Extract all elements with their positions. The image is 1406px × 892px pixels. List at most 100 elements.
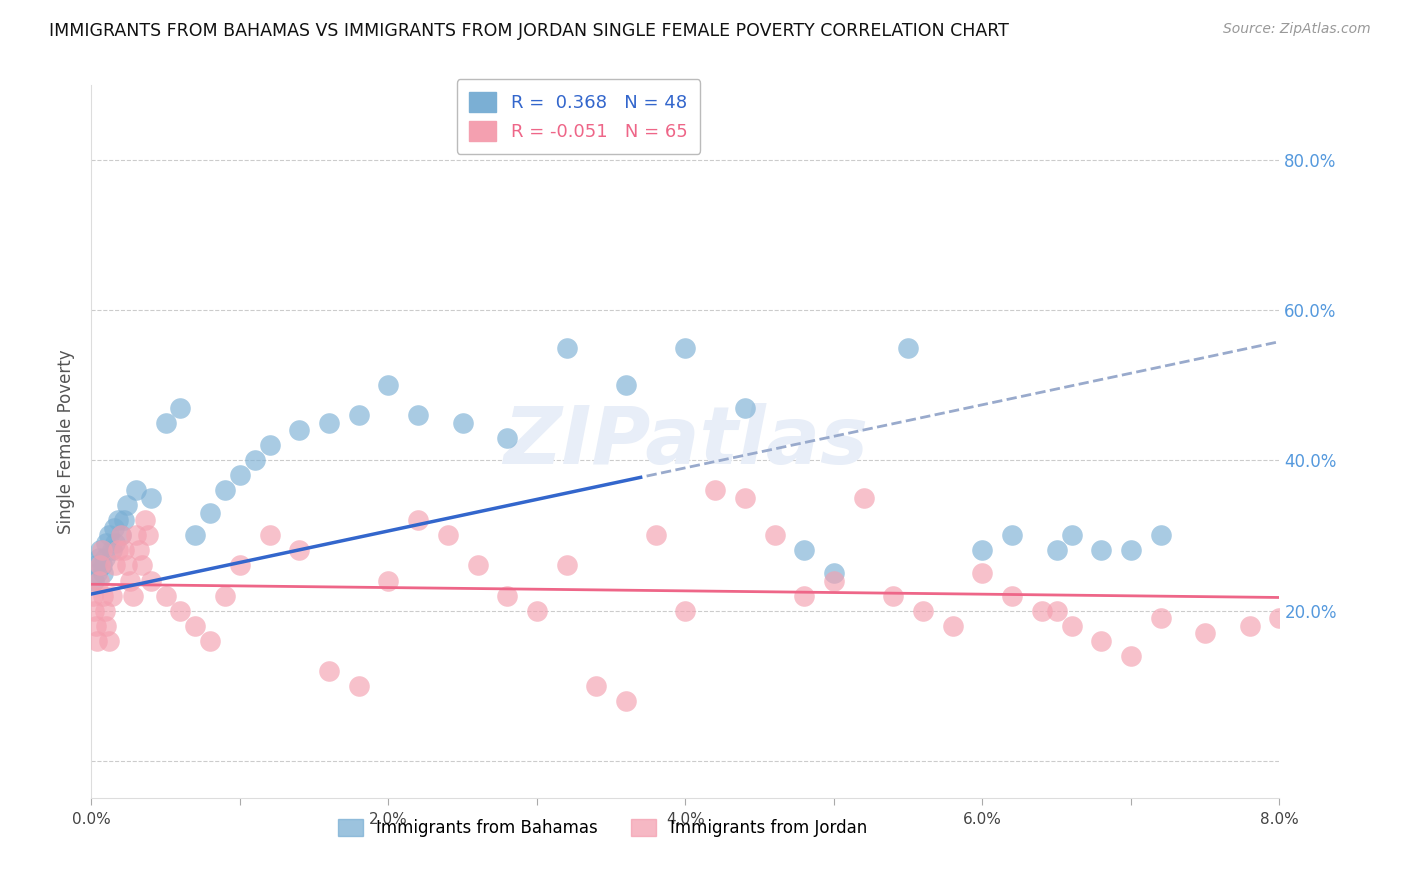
Point: [467, 558, 489, 573]
Point: [90, 543, 112, 558]
Point: [82, 589, 104, 603]
Point: [1060, 618, 1083, 632]
Point: [90, 558, 112, 573]
Point: [1031, 603, 1053, 617]
Point: [259, 438, 281, 452]
Point: [852, 491, 875, 505]
Point: [112, 513, 135, 527]
Point: [496, 431, 519, 445]
Point: [96, 618, 118, 632]
Point: [972, 543, 994, 558]
Point: [136, 528, 159, 542]
Point: [229, 558, 252, 573]
Point: [555, 558, 578, 573]
Point: [96, 536, 118, 550]
Point: [104, 536, 127, 550]
Point: [83, 603, 105, 617]
Point: [793, 543, 815, 558]
Point: [200, 633, 222, 648]
Point: [103, 521, 125, 535]
Point: [101, 543, 124, 558]
Point: [139, 491, 162, 505]
Point: [377, 574, 399, 588]
Point: [1149, 528, 1171, 542]
Point: [1149, 611, 1171, 625]
Point: [89, 558, 111, 573]
Point: [911, 603, 934, 617]
Point: [86, 566, 108, 580]
Point: [1046, 543, 1069, 558]
Point: [734, 401, 756, 415]
Point: [763, 528, 786, 542]
Point: [288, 543, 311, 558]
Point: [823, 574, 845, 588]
Point: [436, 528, 458, 542]
Point: [243, 453, 266, 467]
Point: [1119, 543, 1142, 558]
Point: [1239, 618, 1261, 632]
Point: [184, 528, 207, 542]
Point: [87, 574, 110, 588]
Point: [526, 603, 548, 617]
Point: [1060, 528, 1083, 542]
Point: [318, 416, 340, 430]
Point: [125, 483, 148, 498]
Point: [200, 506, 222, 520]
Point: [98, 528, 121, 542]
Point: [101, 589, 124, 603]
Point: [823, 566, 845, 580]
Point: [110, 528, 132, 542]
Legend: Immigrants from Bahamas, Immigrants from Jordan: Immigrants from Bahamas, Immigrants from…: [330, 812, 873, 844]
Point: [1268, 611, 1291, 625]
Text: Source: ZipAtlas.com: Source: ZipAtlas.com: [1223, 22, 1371, 37]
Point: [98, 633, 121, 648]
Point: [83, 574, 105, 588]
Point: [89, 543, 111, 558]
Point: [259, 528, 281, 542]
Point: [107, 543, 129, 558]
Point: [942, 618, 965, 632]
Point: [184, 618, 207, 632]
Point: [94, 551, 117, 566]
Point: [704, 483, 727, 498]
Point: [451, 416, 474, 430]
Point: [155, 416, 177, 430]
Point: [793, 589, 815, 603]
Point: [86, 633, 108, 648]
Point: [139, 574, 162, 588]
Point: [122, 589, 145, 603]
Point: [614, 378, 637, 392]
Point: [1090, 543, 1112, 558]
Point: [214, 589, 236, 603]
Point: [104, 558, 127, 573]
Point: [112, 543, 135, 558]
Point: [134, 513, 156, 527]
Point: [347, 409, 370, 423]
Point: [115, 499, 138, 513]
Point: [972, 566, 994, 580]
Point: [347, 679, 370, 693]
Point: [897, 341, 920, 355]
Point: [87, 551, 110, 566]
Point: [288, 423, 311, 437]
Point: [1090, 633, 1112, 648]
Point: [107, 513, 129, 527]
Point: [229, 468, 252, 483]
Text: IMMIGRANTS FROM BAHAMAS VS IMMIGRANTS FROM JORDAN SINGLE FEMALE POVERTY CORRELAT: IMMIGRANTS FROM BAHAMAS VS IMMIGRANTS FR…: [49, 22, 1010, 40]
Point: [673, 341, 696, 355]
Point: [1119, 648, 1142, 663]
Point: [169, 401, 191, 415]
Point: [94, 603, 117, 617]
Point: [155, 589, 177, 603]
Point: [644, 528, 666, 542]
Text: ZIPatlas: ZIPatlas: [503, 402, 868, 481]
Point: [614, 694, 637, 708]
Point: [496, 589, 519, 603]
Point: [1046, 603, 1069, 617]
Point: [377, 378, 399, 392]
Point: [128, 543, 150, 558]
Point: [131, 558, 153, 573]
Point: [125, 528, 148, 542]
Point: [585, 679, 607, 693]
Point: [110, 528, 132, 542]
